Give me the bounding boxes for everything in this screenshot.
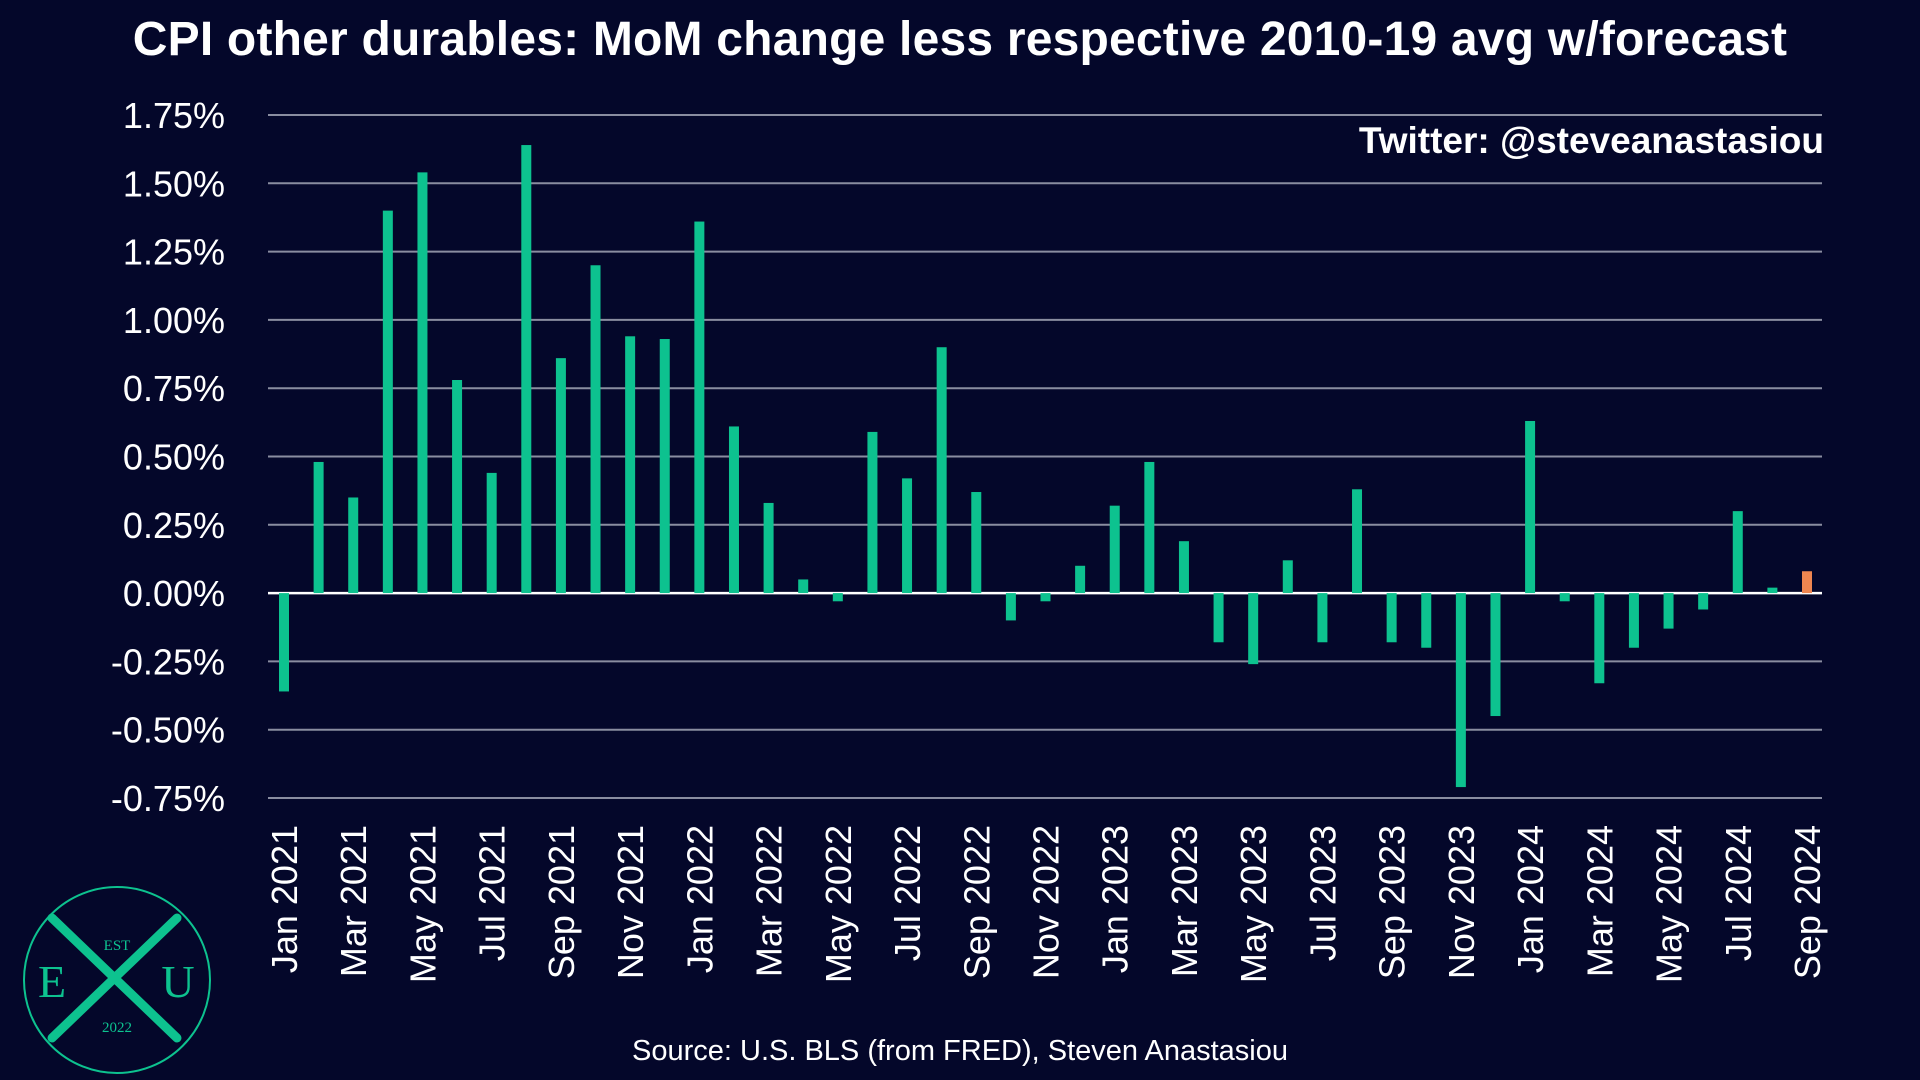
data-bar (1282, 560, 1293, 594)
data-bar (728, 426, 739, 594)
x-tick-label: Mar 2021 (333, 825, 374, 977)
y-tick-label: 0.75% (123, 368, 225, 409)
data-bar (832, 593, 843, 602)
data-bar (555, 358, 566, 594)
x-tick-label: Sep 2022 (956, 825, 997, 979)
data-bar (382, 210, 393, 594)
data-bar (1248, 593, 1259, 665)
data-bar (763, 502, 774, 594)
data-bar (1005, 593, 1016, 621)
x-tick-label: Jan 2021 (264, 825, 305, 973)
x-tick-label: Jul 2021 (472, 825, 513, 961)
x-tick-label: Jan 2022 (679, 825, 720, 973)
data-bar (1144, 461, 1155, 594)
x-tick-label: Nov 2021 (610, 825, 651, 979)
y-tick-label: -0.75% (111, 778, 225, 819)
data-bar (486, 472, 497, 594)
data-bar (625, 336, 636, 594)
y-tick-label: 0.50% (123, 437, 225, 478)
data-bar (1040, 593, 1051, 602)
data-bar (1386, 593, 1397, 643)
logo-letter-e: E (38, 956, 66, 1007)
data-bar (867, 431, 878, 594)
data-bar (1628, 593, 1639, 648)
data-bar (1455, 593, 1466, 788)
y-tick-label: -0.50% (111, 710, 225, 751)
x-tick-label: Mar 2024 (1579, 825, 1620, 977)
x-tick-label: Jul 2024 (1718, 825, 1759, 961)
gridlines (268, 114, 1822, 799)
chart-title: CPI other durables: MoM change less resp… (132, 13, 1788, 66)
data-bar (694, 221, 705, 594)
data-bar (1178, 541, 1189, 594)
x-tick-label: Mar 2022 (749, 825, 790, 977)
data-bar (902, 478, 913, 594)
x-tick-label: Nov 2022 (1026, 825, 1067, 979)
data-bar (1490, 593, 1501, 717)
data-bar (936, 347, 947, 594)
logo-est: EST (104, 938, 131, 954)
data-bar (1213, 593, 1224, 643)
data-bar (521, 145, 532, 594)
x-tick-label: Jul 2022 (887, 825, 928, 961)
data-bar (417, 172, 428, 594)
data-bar (452, 380, 463, 594)
forecast-bar (1802, 571, 1812, 594)
data-bar (1767, 587, 1778, 594)
y-tick-label: 1.25% (123, 232, 225, 273)
data-bar (1663, 593, 1674, 629)
x-tick-label: May 2021 (402, 825, 443, 983)
bars (279, 145, 1812, 788)
logo-ring (23, 886, 211, 1074)
data-bar (1421, 593, 1432, 648)
x-tick-label: Sep 2021 (541, 825, 582, 979)
data-bar (659, 339, 670, 594)
y-tick-label: -0.25% (111, 641, 225, 682)
x-tick-label: Sep 2023 (1372, 825, 1413, 979)
x-tick-label: May 2022 (818, 825, 859, 983)
y-tick-label: 1.50% (123, 163, 225, 204)
x-axis-ticks: Jan 2021 Mar 2021 May 2021 Jul 2021 Sep 2021… (264, 825, 1828, 983)
x-tick-label: May 2024 (1649, 825, 1690, 983)
x-tick-label: Jan 2023 (1095, 825, 1136, 973)
data-bar (1732, 511, 1743, 594)
y-tick-label: 0.25% (123, 505, 225, 546)
x-tick-label: Mar 2023 (1164, 825, 1205, 977)
data-bar (1109, 505, 1120, 594)
data-bar (971, 492, 982, 594)
y-tick-label: 0.00% (123, 573, 225, 614)
data-bar (348, 497, 359, 594)
data-bar (798, 579, 809, 594)
data-bar (1594, 593, 1605, 684)
y-tick-label: 1.00% (123, 300, 225, 341)
source-note: Source: U.S. BLS (from FRED), Steven Ana… (632, 1035, 1288, 1067)
data-bar (313, 461, 324, 594)
x-tick-label: Sep 2024 (1787, 825, 1828, 979)
exu-logo: EST E U 2022 (23, 886, 211, 1074)
data-bar (1525, 420, 1536, 594)
logo-year: 2022 (102, 1020, 132, 1036)
y-tick-label: 1.75% (123, 95, 225, 136)
x-tick-label: Nov 2023 (1441, 825, 1482, 979)
x-tick-label: Jul 2023 (1302, 825, 1343, 961)
y-axis-ticks: 1.75% 1.50% 1.25% 1.00% 0.75% 0.50% 0.25% 0.00%… (111, 95, 225, 819)
data-bar (1352, 489, 1363, 594)
logo-cross-icon (47, 913, 182, 1043)
logo-letter-u: U (161, 956, 194, 1007)
x-tick-label: May 2023 (1233, 825, 1274, 983)
data-bar (1317, 593, 1328, 643)
data-bar (1698, 593, 1709, 610)
data-bar (279, 593, 289, 692)
twitter-handle: Twitter: @steveanastasiou (1358, 120, 1824, 161)
data-bar (590, 265, 601, 594)
data-bar (1559, 593, 1570, 602)
x-tick-label: Jan 2024 (1510, 825, 1551, 973)
data-bar (1075, 565, 1086, 594)
